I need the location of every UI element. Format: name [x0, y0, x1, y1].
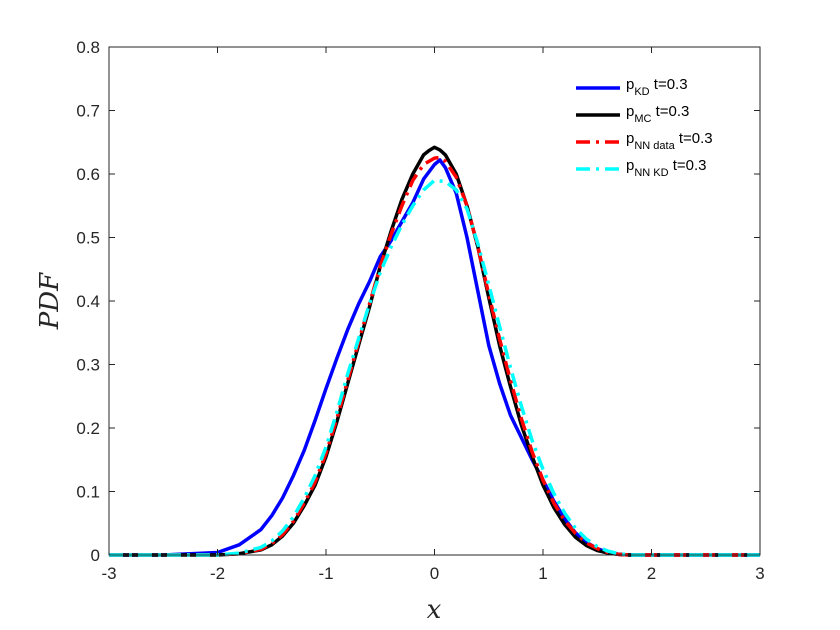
- y-tick-label: 0.6: [76, 165, 100, 184]
- y-tick-label: 0.2: [76, 419, 100, 438]
- x-axis-title: x: [427, 595, 442, 625]
- legend-label-2: pNN data t=0.3: [626, 130, 713, 152]
- x-tick-label: -2: [210, 564, 225, 583]
- y-axis-title: PDF: [35, 272, 65, 330]
- plot-area: [109, 47, 760, 555]
- y-tick-label: 0.3: [76, 356, 100, 375]
- legend-label-0: pKD t=0.3: [626, 76, 688, 98]
- x-tick-label: 0: [430, 564, 439, 583]
- legend-label-1: pMC t=0.3: [626, 103, 689, 125]
- y-tick-label: 0: [91, 546, 100, 565]
- series-line-3: [109, 178, 760, 557]
- ticks-layer: -3 -2 -1 0 1 2 3 0 0.1 0.2 0.3 0.4 0.5 0.6 0.7 0.8: [76, 38, 764, 583]
- series-line-2: [109, 155, 760, 557]
- x-tick-label: -3: [101, 564, 116, 583]
- series-layer: [109, 145, 760, 557]
- y-tick-label: 0.1: [76, 483, 100, 502]
- y-tick-label: 0.7: [76, 102, 100, 121]
- x-tick-label: -1: [318, 564, 333, 583]
- y-tick-label: 0.8: [76, 38, 100, 57]
- x-tick-label: 1: [538, 564, 547, 583]
- series-line-1: [109, 145, 760, 557]
- x-tick-label: 2: [647, 564, 656, 583]
- legend-label-3: pNN KD t=0.3: [626, 157, 707, 179]
- y-tick-label: 0.4: [76, 292, 100, 311]
- series-line-0: [109, 158, 760, 557]
- y-tick-label: 0.5: [76, 229, 100, 248]
- legend: pKD t=0.3 pMC t=0.3 pNN data t=0.3 pNN KD t…: [576, 76, 713, 179]
- x-tick-label: 3: [755, 564, 764, 583]
